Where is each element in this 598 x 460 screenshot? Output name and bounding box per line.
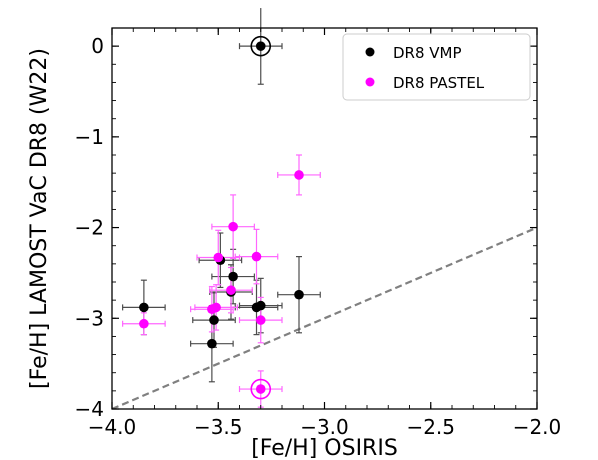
y-tick-label: 0 [91,34,104,58]
data-point-vmp [255,41,266,51]
x-tick-labels: −4.0 −3.5 −3.0 −2.5 −2.0 [88,415,562,439]
y-tick-label: −1 [75,125,104,149]
x-axis-title: [Fe/H] OSIRIS [251,436,398,460]
data-point-pastel [251,251,262,262]
x-tick-label: −2.5 [406,415,455,439]
data-point-vmp [294,289,304,300]
data-point-layer [139,35,304,400]
data-point-vmp [209,315,219,325]
error-bar-layer [122,8,321,408]
data-point-pastel [294,170,304,180]
data-point-pastel [211,302,221,313]
legend: DR8 VMP DR8 PASTEL [342,33,531,101]
data-point-vmp [139,302,149,313]
data-point-vmp [255,300,266,311]
legend-marker-pastel [365,77,375,87]
axis-ticks [111,27,538,410]
y-tick-label: −3 [75,306,104,330]
reference-line [112,226,537,409]
reference-line-layer [112,226,537,409]
y-tick-label: −4 [75,397,104,421]
data-point-pastel [255,384,266,394]
legend-label-vmp: DR8 VMP [393,44,462,62]
legend-box [342,33,531,101]
data-point-pastel [255,315,266,325]
legend-marker-vmp [365,47,375,57]
data-point-pastel [213,252,224,263]
data-point-vmp [228,271,238,282]
highlight-ring [250,378,272,400]
y-axis-title: [Fe/H] LAMOST VaC DR8 (W22) [27,48,52,389]
legend-label-pastel: DR8 PASTEL [393,74,485,92]
data-point-pastel [139,318,149,329]
data-point-pastel [228,221,238,232]
data-point-pastel [226,285,236,295]
highlight-ring [250,35,272,57]
data-point-vmp [207,338,217,349]
y-tick-label: −2 [75,216,104,240]
x-tick-label: −3.0 [300,415,349,439]
x-tick-label: −2.0 [513,415,562,439]
x-tick-label: −3.5 [194,415,243,439]
y-tick-labels: −4 −3 −2 −1 0 [75,34,104,421]
x-tick-label: −4.0 [88,415,137,439]
